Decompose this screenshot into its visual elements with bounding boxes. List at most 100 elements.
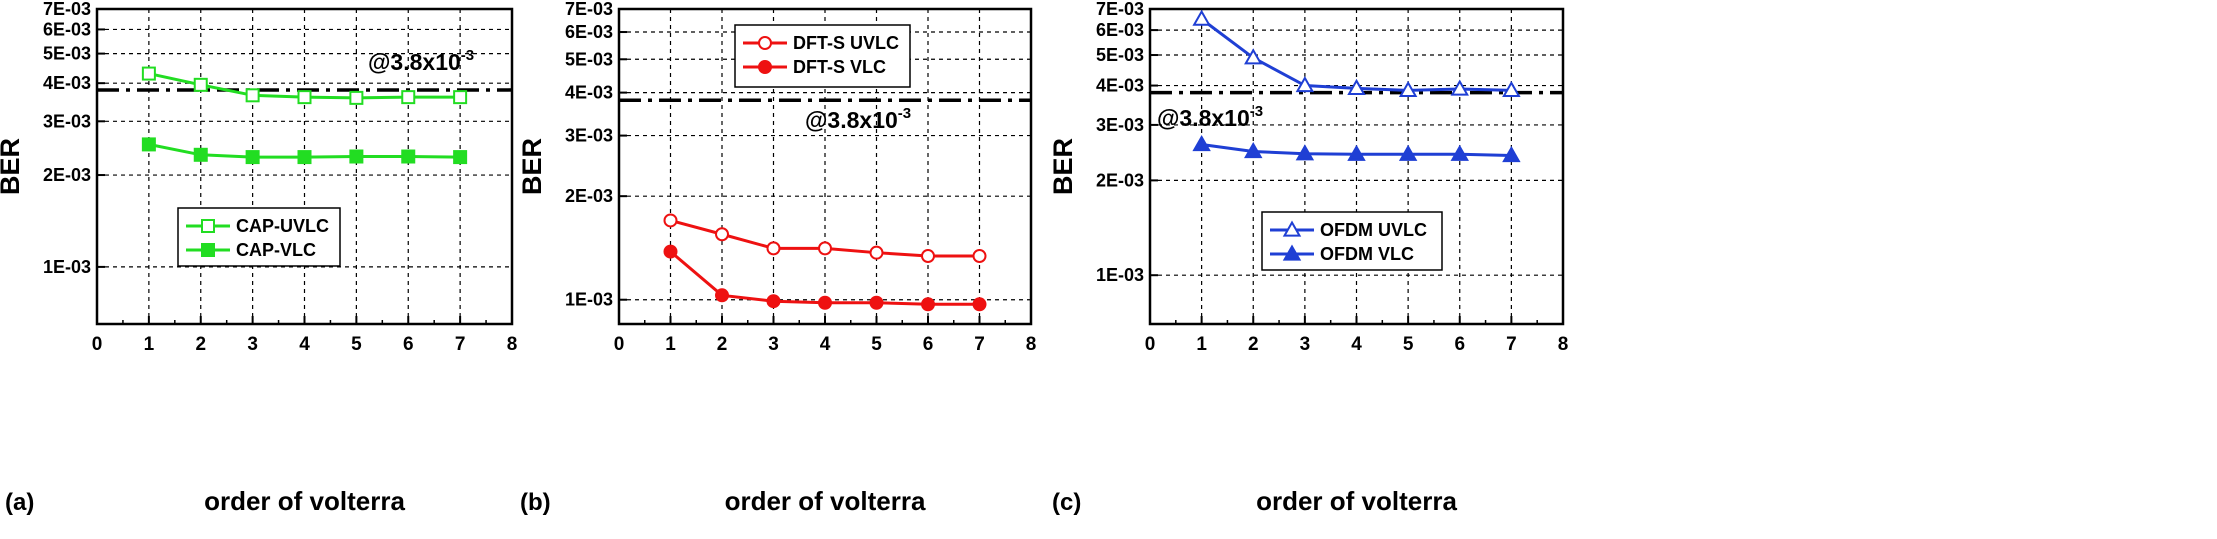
y-tick-label: 2E-03 — [1096, 170, 1144, 190]
legend: DFT-S UVLC DFT-S VLC — [734, 24, 911, 88]
data-point-1 — [1295, 76, 1315, 93]
legend-box — [734, 24, 911, 88]
x-tick-label: 4 — [299, 334, 310, 355]
y-tick-label: 5E-03 — [1096, 45, 1144, 65]
data-point-2 — [401, 149, 416, 164]
data-point-1 — [1398, 80, 1418, 98]
data-point-2 — [663, 244, 678, 259]
x-tick-label: 2 — [195, 334, 206, 355]
x-tick-label: 1 — [1196, 334, 1207, 355]
x-tick-label: 0 — [1145, 334, 1156, 355]
threshold-label: @3.8x10-3 — [805, 105, 911, 133]
data-point-2 — [1398, 144, 1418, 161]
legend-marker — [201, 219, 215, 233]
data-point-1 — [401, 90, 416, 105]
x-tick-label: 8 — [1558, 334, 1569, 355]
data-point-1 — [1192, 9, 1211, 26]
data-point-1 — [663, 213, 678, 228]
y-tick-label: 1E-03 — [565, 290, 613, 310]
legend-label: DFT-S VLC — [793, 57, 886, 77]
legend-marker — [1282, 220, 1302, 237]
data-point-1 — [972, 248, 987, 263]
panel-label: (a) — [5, 489, 34, 516]
legend-label: OFDM VLC — [1320, 244, 1414, 264]
data-point-2 — [766, 294, 781, 309]
legend-label: CAP-VLC — [236, 240, 316, 260]
data-point-2 — [1502, 145, 1521, 163]
x-tick-label: 1 — [665, 334, 676, 355]
threshold-label-exponent: -3 — [1250, 103, 1263, 120]
y-tick-label: 2E-03 — [43, 165, 91, 185]
x-tick-label: 7 — [455, 334, 466, 355]
legend-marker — [758, 36, 772, 50]
y-tick-label: 5E-03 — [43, 44, 91, 64]
y-tick-label: 5E-03 — [565, 49, 613, 69]
data-point-1 — [141, 66, 156, 81]
threshold-label-exponent: -3 — [461, 47, 474, 64]
x-tick-label: 6 — [1454, 334, 1465, 355]
x-tick-label: 7 — [1506, 334, 1517, 355]
data-point-1 — [921, 248, 935, 263]
y-axis-label: BER — [0, 138, 25, 195]
data-point-1 — [297, 90, 312, 105]
data-point-1 — [349, 90, 364, 105]
x-tick-label: 8 — [507, 334, 518, 355]
data-point-1 — [766, 241, 781, 256]
x-axis-label: order of volterra — [204, 486, 405, 516]
data-point-1 — [453, 90, 468, 105]
data-point-2 — [818, 295, 832, 310]
data-point-1 — [245, 88, 260, 103]
y-tick-label: 6E-03 — [1096, 20, 1144, 40]
data-point-2 — [141, 137, 156, 152]
threshold-label: @3.8x10-3 — [1157, 103, 1263, 131]
y-tick-label: 7E-03 — [43, 0, 91, 19]
y-tick-label: 1E-03 — [1096, 265, 1144, 285]
legend-marker — [1282, 244, 1302, 261]
y-tick-label: 7E-03 — [1096, 0, 1144, 19]
panel-label: (b) — [520, 489, 551, 516]
panel-label: (c) — [1052, 489, 1081, 516]
y-tick-label: 3E-03 — [43, 111, 91, 131]
x-tick-label: 2 — [717, 334, 728, 355]
data-point-2 — [1347, 144, 1366, 161]
legend: CAP-UVLC CAP-VLC — [177, 207, 341, 267]
x-tick-label: 4 — [1351, 334, 1362, 355]
data-point-1 — [1244, 48, 1263, 65]
x-tick-label: 3 — [247, 334, 258, 355]
y-tick-label: 3E-03 — [1096, 115, 1144, 135]
y-tick-label: 2E-03 — [565, 186, 613, 206]
data-point-2 — [453, 150, 468, 165]
data-point-1 — [818, 241, 832, 256]
data-point-2 — [193, 147, 208, 162]
chart-panel-2: 0 1 2 3 4 5 6 7 8 7E-03 6E-03 5E-03 4E-03 3E-03 2E-03 1… — [517, 0, 1036, 516]
x-tick-label: 5 — [871, 334, 882, 355]
x-axis-label: order of volterra — [1256, 486, 1457, 516]
x-tick-label: 7 — [974, 334, 985, 355]
data-point-2 — [972, 297, 987, 312]
data-point-2 — [349, 149, 364, 164]
threshold-label: @3.8x10-3 — [368, 47, 474, 75]
legend: OFDM UVLC OFDM VLC — [1261, 211, 1443, 271]
legend-marker — [758, 60, 772, 74]
legend-label: CAP-UVLC — [236, 216, 329, 236]
threshold-label-exponent: -3 — [898, 105, 911, 122]
x-tick-label: 5 — [1403, 334, 1414, 355]
legend-marker — [201, 243, 215, 257]
data-point-2 — [715, 288, 729, 303]
y-tick-label: 1E-03 — [43, 257, 91, 277]
data-point-2 — [921, 297, 935, 312]
data-point-2 — [297, 150, 312, 165]
data-point-2 — [1295, 144, 1315, 161]
y-tick-label: 3E-03 — [565, 126, 613, 146]
y-tick-label: 6E-03 — [565, 22, 613, 42]
data-point-1 — [1502, 80, 1521, 98]
data-point-2 — [869, 295, 884, 310]
y-tick-label: 4E-03 — [565, 83, 613, 103]
x-tick-label: 6 — [923, 334, 934, 355]
y-tick-label: 4E-03 — [1096, 76, 1144, 96]
x-tick-label: 1 — [144, 334, 155, 355]
data-point-1 — [1450, 79, 1469, 96]
